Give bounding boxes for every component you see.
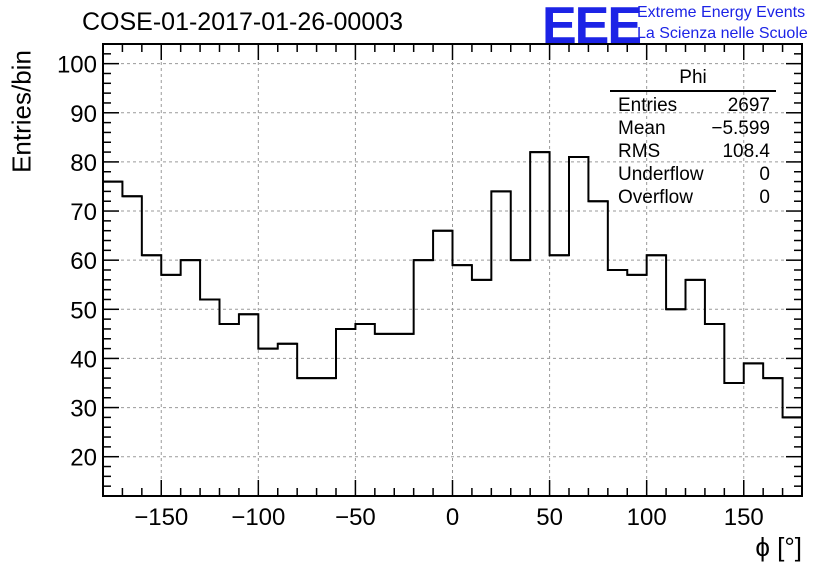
y-axis-label: Entries/bin [6,50,37,173]
y-tick-label: 20 [70,445,97,472]
stats-label: Entries [618,95,678,116]
stats-row: Mean −5.599 [610,117,776,140]
stats-label: RMS [618,141,661,162]
x-tick-label: −50 [335,504,376,531]
x-tick-label: −100 [231,504,285,531]
chart-title: COSE-01-2017-01-26-00003 [82,8,404,36]
stats-box: Phi Entries 2697 Mean −5.599 RMS 108.4 U… [610,68,776,209]
y-tick-label: 80 [70,150,97,177]
eee-logo: EEE [542,0,642,55]
stats-label: Overflow [618,187,693,208]
x-tick-label: −150 [134,504,188,531]
histogram-bins [102,63,803,496]
y-tick-label: 100 [57,52,97,79]
logo-line-2: La Scienza nelle Scuole [637,25,808,42]
stats-value: −5.599 [711,118,770,139]
x-tick-label: 150 [724,504,764,531]
stats-value: 108.4 [722,141,770,162]
x-tick-label: 0 [446,504,459,531]
stats-row: Underflow 0 [610,163,776,186]
stats-label: Underflow [618,164,704,185]
stats-label: Mean [618,118,666,139]
y-tick-label: 30 [70,396,97,423]
axis-ticks [102,43,803,496]
stats-value: 0 [759,164,770,185]
stats-value: 2697 [727,95,770,116]
stats-row: Entries 2697 [610,94,776,117]
y-tick-label: 90 [70,101,97,128]
logo-line-1: Extreme Energy Events [637,4,806,21]
y-tick-label: 60 [70,248,97,275]
axis-tick-labels: −150 −100 −50 0 50 100 150 20 30 40 50 60 70 80 90 100 [57,52,764,531]
stats-value: 0 [759,187,770,208]
stats-row: Overflow 0 [610,186,776,209]
x-axis-label: ϕ [°] [755,532,802,562]
y-tick-label: 40 [70,346,97,373]
y-tick-label: 70 [70,199,97,226]
x-tick-label: 100 [627,504,667,531]
y-tick-label: 50 [70,297,97,324]
stats-row: RMS 108.4 [610,140,776,163]
stats-title: Phi [610,68,776,92]
histogram-outline [102,63,803,496]
x-tick-label: 50 [536,504,563,531]
